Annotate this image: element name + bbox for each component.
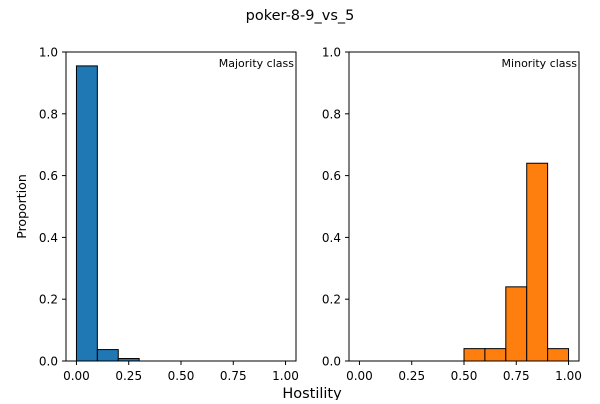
y-tick-label: 0.0 bbox=[322, 355, 341, 369]
histogram-bar bbox=[505, 286, 528, 362]
figure-title: poker-8-9_vs_5 bbox=[246, 8, 355, 24]
panel-1: 0.00 0.25 0.50 0.75 1.00 0.0 0.2 0.4 0.6 0.8 1.0 Ma… bbox=[14, 46, 299, 384]
histogram-bar bbox=[96, 349, 119, 362]
x-tick-label: 0.75 bbox=[220, 369, 247, 383]
panels: 0.00 0.25 0.50 0.75 1.00 0.0 0.2 0.4 0.6 0.8 1.0 Ma… bbox=[14, 46, 582, 384]
figure-xlabel: Hostility bbox=[282, 386, 342, 400]
y-tick-label: 0.8 bbox=[39, 107, 58, 121]
y-tick-label: 0.6 bbox=[39, 169, 58, 183]
y-tick-label: 0.0 bbox=[39, 355, 58, 369]
x-tick-label: 0.50 bbox=[168, 369, 195, 383]
histogram-bar bbox=[75, 65, 98, 362]
histogram-bar bbox=[526, 162, 549, 362]
y-axis-label: Proportion bbox=[14, 174, 29, 239]
panel-title: Minority class bbox=[502, 57, 578, 70]
x-tick-label: 0.25 bbox=[115, 369, 142, 383]
y-tick-label: 0.8 bbox=[322, 107, 341, 121]
histogram-bar bbox=[547, 348, 570, 362]
panel-2: 0.00 0.25 0.50 0.75 1.00 0.0 0.2 0.4 0.6 0.8 1.0 Mi… bbox=[322, 46, 582, 384]
y-tick-label: 1.0 bbox=[322, 46, 341, 60]
x-tick-label: 0.50 bbox=[451, 369, 478, 383]
y-tick-label: 0.4 bbox=[322, 231, 341, 245]
y-tick-label: 0.2 bbox=[39, 293, 58, 307]
x-tick-label: 1.00 bbox=[555, 369, 582, 383]
x-tick-label: 0.25 bbox=[398, 369, 425, 383]
panel-title: Majority class bbox=[219, 57, 294, 70]
y-tick-label: 0.6 bbox=[322, 169, 341, 183]
histogram-bar bbox=[463, 348, 486, 362]
x-tick-label: 0.00 bbox=[346, 369, 373, 383]
x-tick-label: 0.75 bbox=[503, 369, 530, 383]
y-tick-label: 0.4 bbox=[39, 231, 58, 245]
histogram-bar bbox=[484, 348, 507, 362]
x-tick-label: 1.00 bbox=[272, 369, 299, 383]
y-tick-label: 1.0 bbox=[39, 46, 58, 60]
y-tick-label: 0.2 bbox=[322, 293, 341, 307]
x-tick-label: 0.00 bbox=[63, 369, 90, 383]
